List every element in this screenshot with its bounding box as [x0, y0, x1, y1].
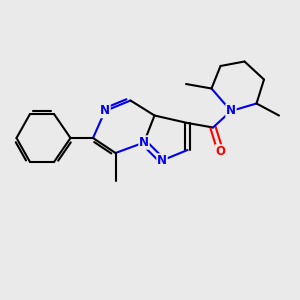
Text: N: N — [226, 104, 236, 118]
Text: N: N — [100, 104, 110, 118]
Text: N: N — [139, 136, 149, 149]
Text: N: N — [157, 154, 167, 167]
Text: O: O — [215, 145, 226, 158]
